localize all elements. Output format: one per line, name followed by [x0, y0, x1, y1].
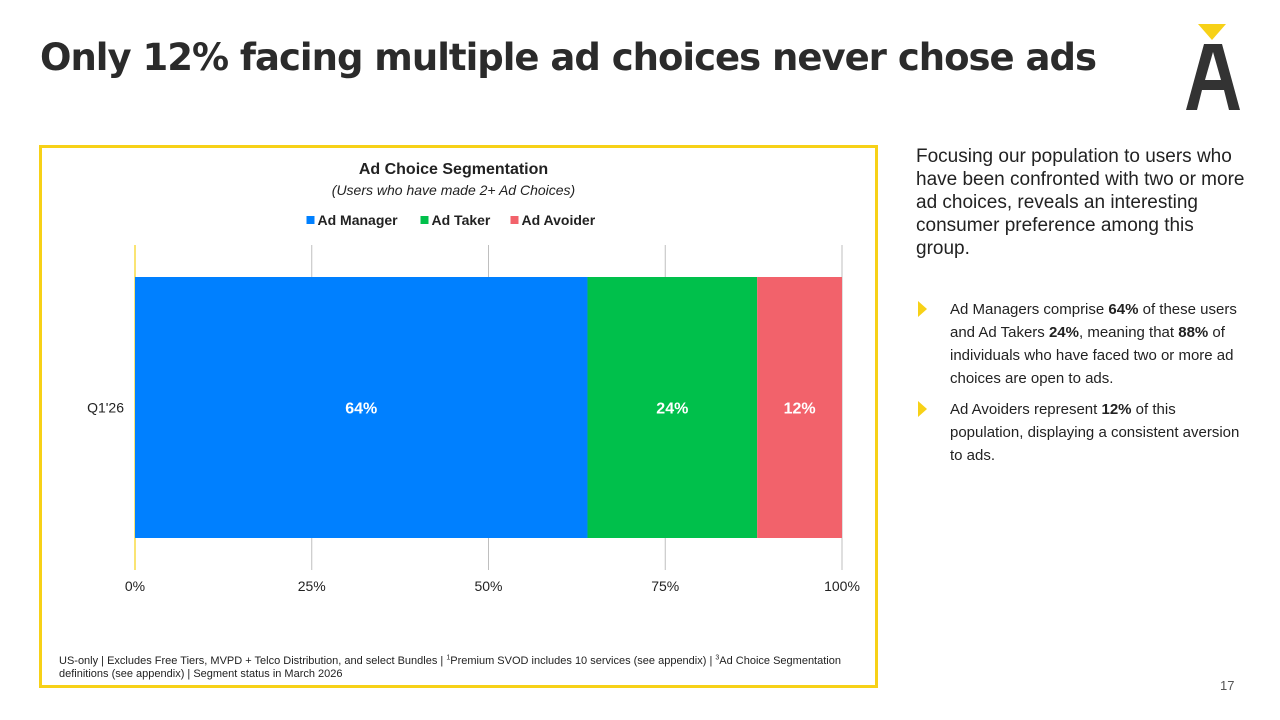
- data-label-1: 24%: [656, 401, 688, 418]
- bullet1-text-2: of these users and Ad Takers: [950, 301, 1237, 341]
- bullet2-text-1: Ad Avoiders represent: [950, 401, 1102, 418]
- company-logo: [1186, 24, 1240, 110]
- bullet2-text-2: of this population, displaying a consist…: [950, 401, 1240, 464]
- x-tick-label-4: 100%: [824, 578, 860, 594]
- category-label: Q1'26: [87, 400, 124, 416]
- legend-swatch-0: [306, 216, 315, 224]
- intro-text: Focusing our population to users who hav…: [916, 146, 1245, 259]
- bullet-triangle-icon: [918, 401, 927, 417]
- bar-ad-avoider: [757, 277, 842, 538]
- bullet-triangle-icon: [918, 301, 927, 317]
- logo-accent-triangle: [1198, 24, 1226, 40]
- data-label-0: 64%: [345, 401, 377, 418]
- footnote-sup-2: 3: [715, 654, 720, 662]
- x-tick-label-0: 0%: [125, 578, 145, 594]
- bar-ad-manager: [135, 277, 588, 538]
- slide-title: Only 12% facing multiple ad choices neve…: [40, 36, 1097, 79]
- bullet-list: Ad Managers comprise 64% of these users …: [916, 298, 1246, 475]
- bar-ad-taker: [587, 277, 758, 538]
- footnote-sup-1: 1: [446, 654, 451, 662]
- footnote-text-3: Ad Choice Segmentation definitions (see …: [59, 655, 841, 680]
- chart-footnote: US-only | Excludes Free Tiers, MVPD + Te…: [59, 654, 859, 681]
- footnote-text-1: US-only | Excludes Free Tiers, MVPD + Te…: [59, 655, 447, 667]
- x-tick-label-1: 25%: [298, 578, 326, 594]
- footnote-text-2: Premium SVOD includes 10 services (see a…: [450, 655, 716, 667]
- x-tick-label-2: 50%: [474, 578, 502, 594]
- chart-title: Ad Choice Segmentation: [359, 161, 548, 178]
- legend-swatch-1: [420, 216, 429, 224]
- chart-container: Ad Choice Segmentation (Users who have ma…: [39, 145, 878, 688]
- legend-swatch-2: [510, 216, 519, 224]
- chart-subtitle: (Users who have made 2+ Ad Choices): [332, 182, 575, 198]
- legend-label-0: Ad Manager: [318, 212, 399, 228]
- bullet1-text-1: Ad Managers comprise: [950, 301, 1109, 318]
- bullet1-bold-1: 64%: [1108, 301, 1139, 318]
- x-tick-label-3: 75%: [651, 578, 679, 594]
- bullet1-text-3: , meaning that: [1079, 324, 1179, 341]
- bullet1-bold-3: 88%: [1178, 324, 1209, 341]
- bullet-item-avoiders: Ad Avoiders represent 12% of this popula…: [916, 398, 1246, 467]
- bullet1-bold-2: 24%: [1048, 324, 1079, 341]
- legend-label-1: Ad Taker: [432, 212, 491, 228]
- ad-choice-chart: Ad Choice Segmentation (Users who have ma…: [87, 161, 860, 594]
- bullet-item-managers: Ad Managers comprise 64% of these users …: [916, 298, 1246, 390]
- legend-label-2: Ad Avoider: [522, 212, 596, 228]
- bullet1-text-4: of individuals who have faced two or mor…: [950, 324, 1234, 387]
- bullet2-bold-1: 12%: [1101, 401, 1132, 418]
- data-label-2: 12%: [784, 401, 816, 418]
- page-number: 17: [1220, 678, 1235, 693]
